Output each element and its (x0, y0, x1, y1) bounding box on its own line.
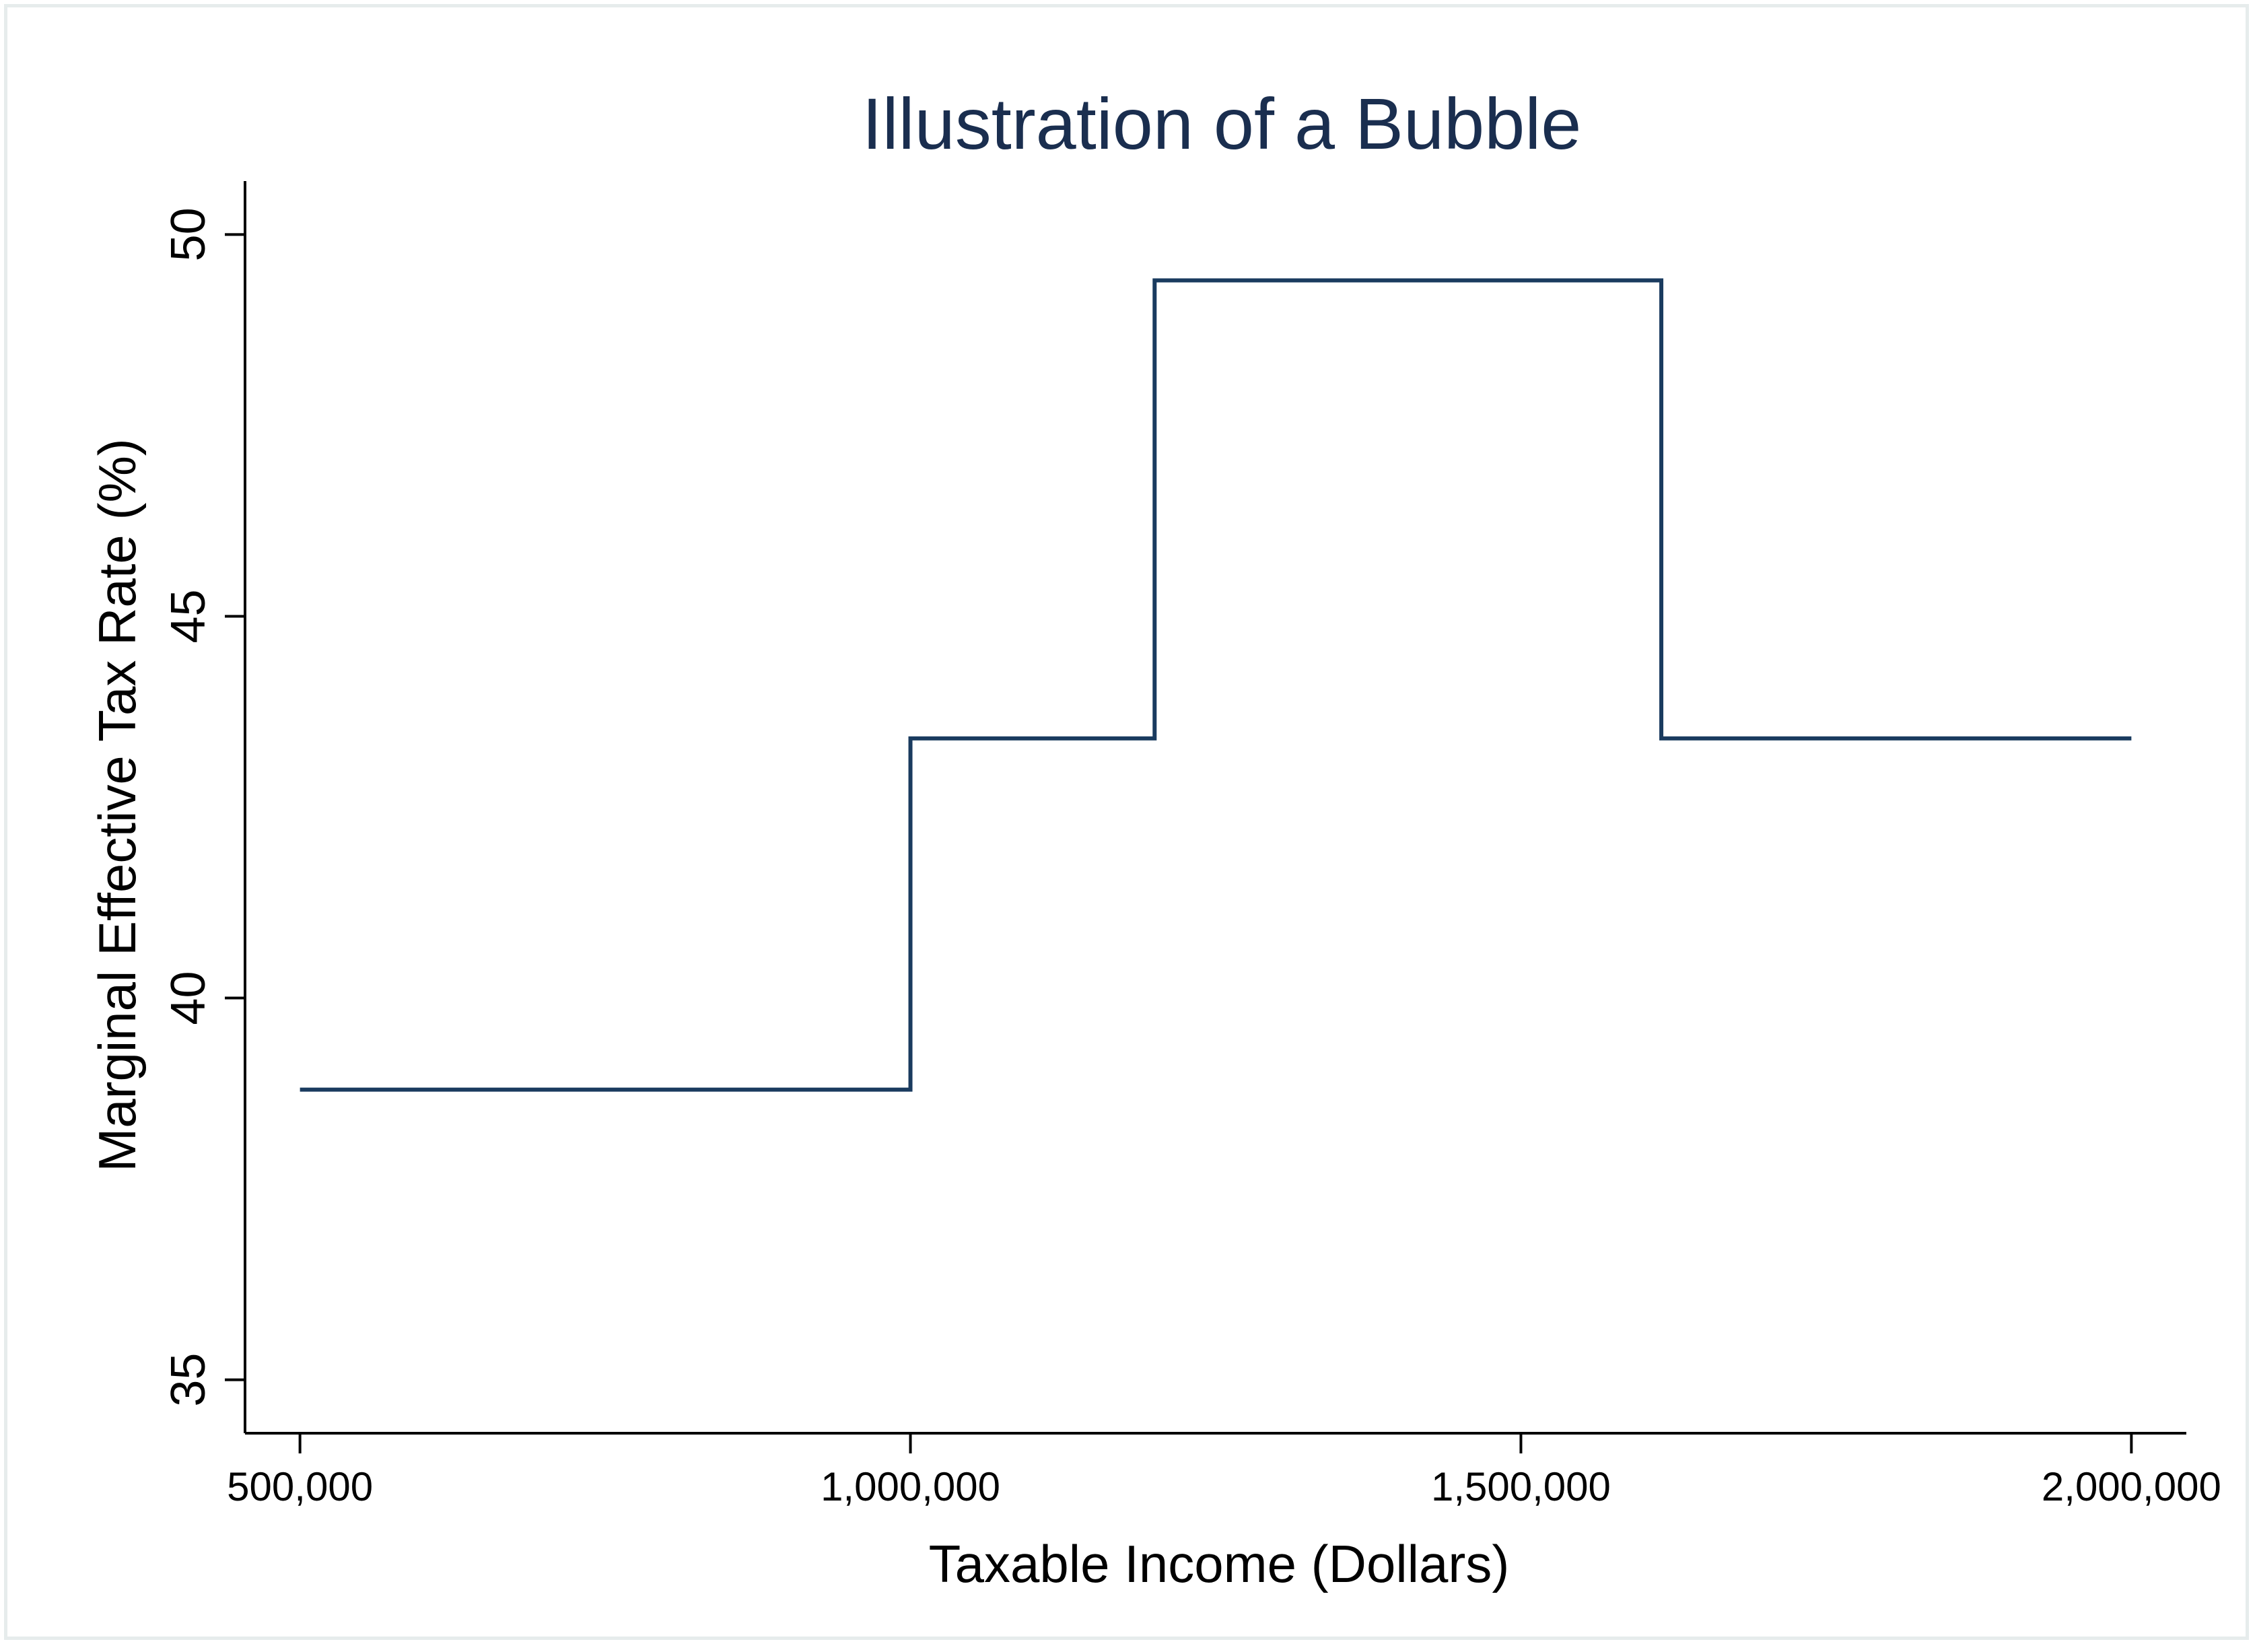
axes (244, 181, 2186, 1435)
y-tick-label: 50 (162, 207, 215, 261)
y-axis-ticks: 35 40 45 50 (162, 207, 245, 1407)
x-tick-label: 2,000,000 (2042, 1464, 2221, 1509)
x-tick-label: 1,000,000 (821, 1464, 1000, 1509)
y-tick-label: 45 (162, 589, 215, 643)
y-tick-label: 35 (162, 1353, 215, 1407)
chart-frame: Illustration of a Bubble 500,000 1,000,00… (4, 4, 2249, 1640)
chart-title: Illustration of a Bubble (862, 83, 1582, 164)
x-axis-label: Taxable Income (Dollars) (929, 1534, 1510, 1593)
series-line (300, 278, 2132, 1092)
x-tick-label: 1,500,000 (1431, 1464, 1611, 1509)
chart-canvas: Illustration of a Bubble 500,000 1,000,00… (88, 83, 2221, 1593)
series-layer (300, 278, 2132, 1092)
y-tick-label: 40 (162, 971, 215, 1025)
y-axis-label: Marginal Effective Tax Rate (%) (88, 438, 147, 1172)
x-tick-label: 500,000 (227, 1464, 373, 1509)
x-axis-ticks: 500,000 1,000,000 1,500,000 2,000,000 (227, 1433, 2221, 1509)
